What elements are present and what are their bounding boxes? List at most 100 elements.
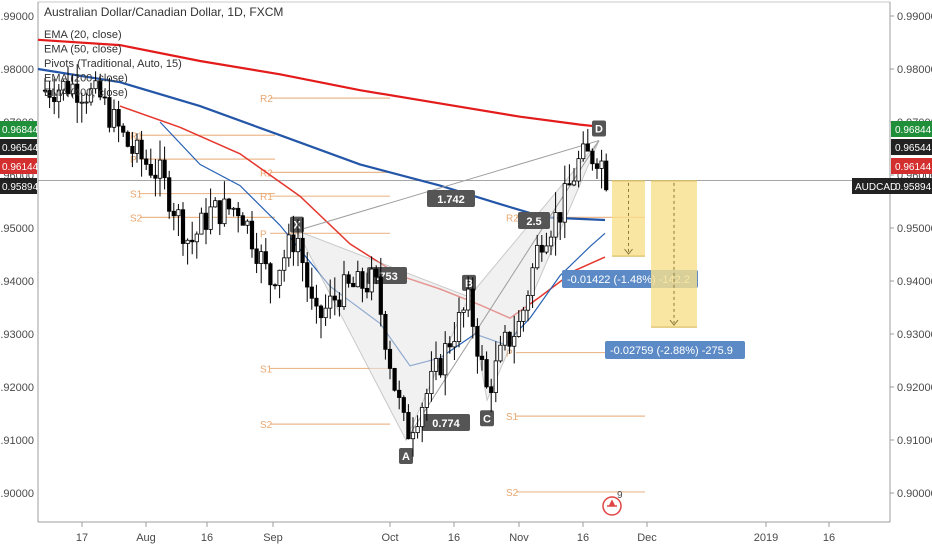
indicator-legend-item[interactable]: EMA (400, close) (44, 87, 128, 99)
candle-up (222, 198, 227, 225)
candle-up (61, 80, 66, 91)
y-tick-label-left: 0.92000 (0, 382, 34, 394)
x-tick-label: Aug (136, 532, 156, 544)
candle-down (447, 343, 452, 348)
candle-up (433, 358, 439, 372)
candle-down (332, 295, 337, 301)
candle-down (558, 212, 563, 223)
candle-up (521, 309, 526, 322)
y-tick-label-left: 0.98000 (0, 64, 34, 76)
maple-leaf-icon (607, 499, 617, 507)
candle-up (213, 200, 218, 208)
candle-down (98, 80, 103, 98)
indicator-legend[interactable]: EMA (20, close) EMA (50, close) Pivots (Tr… (44, 29, 182, 99)
pivot-label: S1 (260, 364, 273, 375)
candle-up (70, 83, 75, 95)
target-box[interactable] (651, 180, 697, 328)
candle-up (461, 309, 466, 313)
candle-up (466, 288, 471, 311)
candle-up (544, 245, 549, 253)
candle-up (282, 257, 287, 271)
candle-up (369, 268, 374, 293)
candle-up (429, 370, 434, 395)
x-tick-label: 2019 (754, 532, 778, 544)
candle-down (236, 207, 241, 217)
candle-up (245, 220, 250, 226)
x-tick-label: Oct (381, 532, 398, 544)
ratio-badge (427, 190, 475, 207)
candle-up (88, 88, 94, 103)
indicator-legend-item[interactable]: EMA (200, close) (44, 73, 128, 85)
x-tick-label: Nov (509, 532, 529, 544)
price-tag-right (891, 121, 932, 137)
price-tag-right (891, 139, 932, 155)
candle-down (438, 358, 443, 376)
y-tick-label-right: 0.93000 (897, 329, 932, 341)
measure-label-box[interactable] (605, 341, 745, 359)
measure-label: -0.02759 (-2.88%) -275.9 (610, 345, 733, 357)
candle-down (148, 163, 153, 176)
candle-down (364, 287, 370, 293)
pattern-point-d: D (595, 124, 603, 136)
candle-down (309, 286, 314, 299)
candle-up (535, 244, 540, 269)
pivot-label: S1 (130, 190, 143, 201)
candle-down (300, 237, 305, 264)
indicator-legend-item[interactable]: EMA (50, close) (44, 44, 122, 56)
y-tick-label-right: 0.91000 (897, 435, 932, 447)
candle-up (443, 343, 448, 376)
indicator-legend-item[interactable]: EMA (20, close) (44, 29, 122, 41)
pattern-ratio: 0.774 (432, 418, 460, 430)
pivot-label: R2 (260, 168, 273, 179)
indicator-legend-item[interactable]: Pivots (Traditional, Auto, 15) (44, 58, 182, 70)
price-tag-right (891, 178, 932, 194)
price-tag-left (0, 178, 37, 194)
price-tag-left-label: 0.96544 (2, 143, 39, 154)
y-tick-label-right: 0.94000 (897, 276, 932, 288)
candle-up (548, 236, 554, 247)
symbol-tag (852, 178, 891, 194)
candle-up (79, 101, 84, 104)
candle-up (562, 183, 567, 223)
candle-down (604, 160, 609, 191)
candle-up (576, 158, 581, 182)
candle-up (84, 101, 89, 104)
price-tag-left-label: 0.95894 (2, 182, 39, 193)
candle-down (305, 262, 310, 288)
price-tag-right-label: 0.96544 (895, 143, 932, 154)
price-tag-left (0, 158, 37, 174)
candle-down (144, 158, 149, 165)
pattern-point-c: C (483, 413, 491, 425)
candle-down (590, 150, 595, 165)
measurement-tools[interactable]: -0.01422 (-1.48%) -142.2-0.02759 (-2.88%… (562, 180, 745, 359)
candle-up (208, 206, 213, 230)
price-tags: 0.96844 0.96844 0.96544 0.96544 0.96144 0.961… (0, 121, 932, 194)
candle-down (479, 355, 485, 360)
candle-up (456, 312, 462, 342)
candle-down (383, 313, 388, 350)
candle-down (470, 288, 475, 327)
price-tag-right (891, 158, 932, 174)
pattern-point-b: B (465, 278, 473, 290)
candle-up (93, 80, 98, 90)
candle-down (489, 386, 494, 393)
pattern-ratio: 2.5 (526, 216, 541, 228)
y-tick-label-left: 0.93000 (0, 329, 34, 341)
candle-down (401, 397, 406, 413)
candle-down (406, 412, 411, 440)
candle-up (512, 336, 517, 347)
y-tick-label-left: 0.94000 (0, 276, 34, 288)
event-badge[interactable]: 9 (602, 490, 623, 516)
pivot-label: S2 (260, 420, 273, 431)
candle-down (268, 263, 273, 286)
symbol-tag-label: AUDCAD (855, 182, 897, 193)
plot-area[interactable] (37, 1, 891, 523)
pivot-label: R2 (506, 213, 519, 224)
candle-up (259, 251, 264, 264)
y-tick-label-right: 0.98000 (897, 64, 932, 76)
candle-up (231, 207, 236, 210)
candle-down (47, 90, 52, 98)
x-tick-label: 16 (823, 532, 835, 544)
candle-down (75, 83, 80, 103)
